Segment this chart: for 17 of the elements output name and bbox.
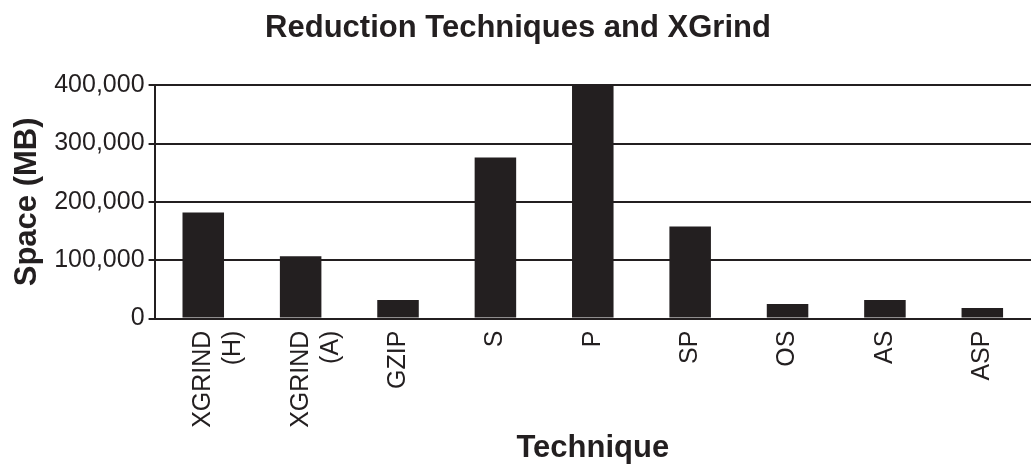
x-tick-label: S xyxy=(479,330,508,348)
x-axis-title: Technique xyxy=(516,428,670,464)
y-tick-label: 0 xyxy=(130,302,145,331)
x-tick-label: P xyxy=(576,330,605,348)
x-tick-label: XGRIND (H) xyxy=(187,330,246,428)
x-tick-label: OS xyxy=(771,330,800,367)
y-tick-label: 200,000 xyxy=(54,185,145,214)
x-tick-label: ASP xyxy=(966,330,995,381)
y-tick-label: 300,000 xyxy=(54,127,145,156)
x-tick-label: AS xyxy=(868,330,897,364)
x-tick-label: XGRIND (A) xyxy=(284,330,343,428)
x-tick-label: GZIP xyxy=(381,330,410,389)
x-tick-label: SP xyxy=(674,330,703,364)
y-axis-title: Space (MB) xyxy=(8,117,44,287)
chart-title: Reduction Techniques and XGrind xyxy=(265,9,771,45)
y-tick-label: 100,000 xyxy=(54,244,145,273)
y-tick-label: 400,000 xyxy=(54,69,145,98)
